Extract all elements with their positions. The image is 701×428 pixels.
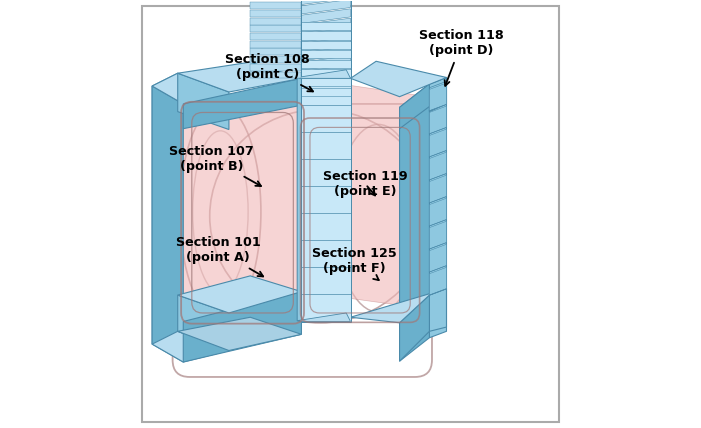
Polygon shape <box>250 25 301 32</box>
Polygon shape <box>400 84 430 129</box>
Polygon shape <box>183 78 301 129</box>
Polygon shape <box>297 313 350 321</box>
Polygon shape <box>301 9 350 23</box>
Polygon shape <box>301 59 350 68</box>
Polygon shape <box>301 46 350 61</box>
Polygon shape <box>301 69 350 77</box>
Polygon shape <box>250 33 301 40</box>
Polygon shape <box>430 129 447 157</box>
Polygon shape <box>301 56 350 70</box>
Polygon shape <box>301 27 350 42</box>
Polygon shape <box>301 22 350 30</box>
Polygon shape <box>430 288 447 331</box>
Text: Section 119
(point E): Section 119 (point E) <box>323 170 408 198</box>
Polygon shape <box>301 50 350 58</box>
Text: Section 101
(point A): Section 101 (point A) <box>176 236 263 276</box>
Polygon shape <box>430 77 447 84</box>
Polygon shape <box>250 48 301 55</box>
Polygon shape <box>430 83 447 111</box>
Polygon shape <box>152 331 229 362</box>
Polygon shape <box>430 175 447 203</box>
Polygon shape <box>430 268 447 295</box>
Polygon shape <box>178 62 301 92</box>
Polygon shape <box>350 288 447 323</box>
Polygon shape <box>250 71 301 78</box>
Polygon shape <box>297 70 350 78</box>
Polygon shape <box>301 78 350 321</box>
Polygon shape <box>250 41 301 48</box>
Polygon shape <box>301 78 350 86</box>
Polygon shape <box>350 61 447 97</box>
Polygon shape <box>250 18 301 24</box>
Polygon shape <box>178 73 229 130</box>
Polygon shape <box>430 221 447 249</box>
Polygon shape <box>183 291 301 362</box>
Polygon shape <box>430 77 447 112</box>
Polygon shape <box>301 97 350 105</box>
Text: Section 108
(point C): Section 108 (point C) <box>225 53 313 92</box>
Polygon shape <box>297 77 301 321</box>
Polygon shape <box>301 0 350 14</box>
Polygon shape <box>152 86 183 362</box>
Polygon shape <box>301 88 350 96</box>
Polygon shape <box>400 295 430 361</box>
Polygon shape <box>301 37 350 51</box>
Polygon shape <box>178 317 301 351</box>
Polygon shape <box>430 106 447 134</box>
Polygon shape <box>301 0 350 5</box>
FancyBboxPatch shape <box>142 6 559 422</box>
Polygon shape <box>183 78 301 321</box>
Polygon shape <box>301 18 350 33</box>
Polygon shape <box>250 3 301 9</box>
Polygon shape <box>430 77 447 84</box>
Polygon shape <box>250 56 301 63</box>
Polygon shape <box>152 73 178 344</box>
Polygon shape <box>301 65 350 80</box>
Polygon shape <box>301 41 350 49</box>
Text: Section 107
(point B): Section 107 (point B) <box>170 145 261 186</box>
Polygon shape <box>250 10 301 17</box>
Polygon shape <box>250 64 301 71</box>
Text: Section 125
(point F): Section 125 (point F) <box>313 247 397 280</box>
Polygon shape <box>430 244 447 272</box>
Polygon shape <box>301 31 350 39</box>
Polygon shape <box>178 276 301 313</box>
Polygon shape <box>400 84 430 361</box>
Polygon shape <box>430 77 447 338</box>
Polygon shape <box>430 152 447 180</box>
Text: Section 118
(point D): Section 118 (point D) <box>419 30 504 86</box>
Polygon shape <box>301 78 418 308</box>
Polygon shape <box>178 295 229 351</box>
Polygon shape <box>152 73 229 104</box>
Polygon shape <box>430 77 447 84</box>
Polygon shape <box>430 198 447 226</box>
